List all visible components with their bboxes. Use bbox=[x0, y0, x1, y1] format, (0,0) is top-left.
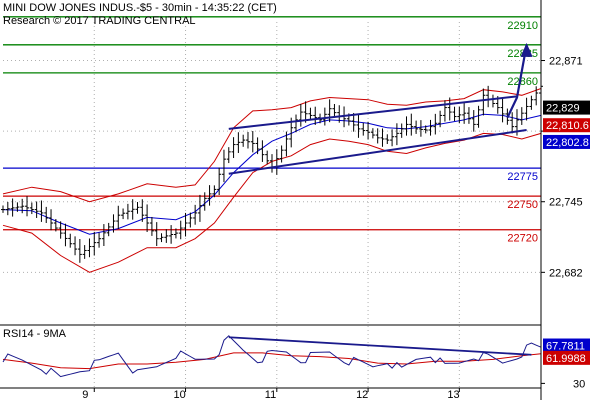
level-label: 22775 bbox=[507, 171, 538, 183]
y-tick-label: 22,682 bbox=[549, 267, 583, 279]
chart-copyright: Research © 2017 TRADING CENTRAL bbox=[3, 15, 196, 27]
rsi-trend-line bbox=[228, 336, 532, 356]
y-tick-label: 22,871 bbox=[549, 56, 583, 68]
chart-title: MINI DOW JONES INDUS.-$5 - 30min - 14:35… bbox=[3, 2, 277, 14]
x-tick-label: 13 bbox=[447, 389, 459, 400]
price-tag bbox=[543, 134, 590, 149]
x-axis: 9 10 11 12 13 bbox=[82, 388, 460, 400]
moving-average-line bbox=[2, 113, 542, 235]
price-tag-label: 22,802.8 bbox=[546, 137, 589, 149]
price-tag bbox=[543, 100, 590, 115]
channel-line bbox=[228, 129, 527, 175]
projection-arrow-head bbox=[520, 42, 533, 57]
rsi-value-tag bbox=[543, 350, 590, 365]
channel-line bbox=[228, 95, 518, 130]
projection-arrow-line bbox=[506, 44, 528, 119]
rsi-value-tag-label: 61.9988 bbox=[546, 353, 586, 365]
rsi-y-tick-label: 30 bbox=[573, 378, 585, 390]
rsi-panel bbox=[2, 335, 542, 378]
level-label: 22910 bbox=[507, 20, 538, 32]
price-tag-label: 22,810.6 bbox=[546, 120, 589, 132]
grid-layer bbox=[3, 22, 541, 388]
level-label: 22720 bbox=[507, 233, 538, 245]
rsi-value-tag-label: 67.7811 bbox=[546, 341, 585, 353]
x-tick-label: 12 bbox=[356, 389, 368, 400]
rsi-title: RSI14 - 9MA bbox=[3, 328, 66, 340]
rsi-value-tag bbox=[543, 338, 590, 353]
level-label: 22860 bbox=[507, 76, 538, 88]
x-tick-label: 10 bbox=[174, 389, 186, 400]
level-label: 22750 bbox=[507, 199, 538, 211]
x-tick-label: 11 bbox=[265, 389, 276, 400]
price-tag-label: 22,829 bbox=[546, 103, 580, 115]
rsi-ma-line bbox=[2, 352, 542, 370]
y-tick-label: 22,745 bbox=[549, 197, 583, 209]
x-tick-label: 9 bbox=[82, 389, 88, 400]
price-bars bbox=[1, 76, 543, 263]
trend-channel bbox=[228, 42, 533, 175]
price-tag bbox=[543, 118, 590, 133]
rsi-line bbox=[2, 335, 542, 378]
